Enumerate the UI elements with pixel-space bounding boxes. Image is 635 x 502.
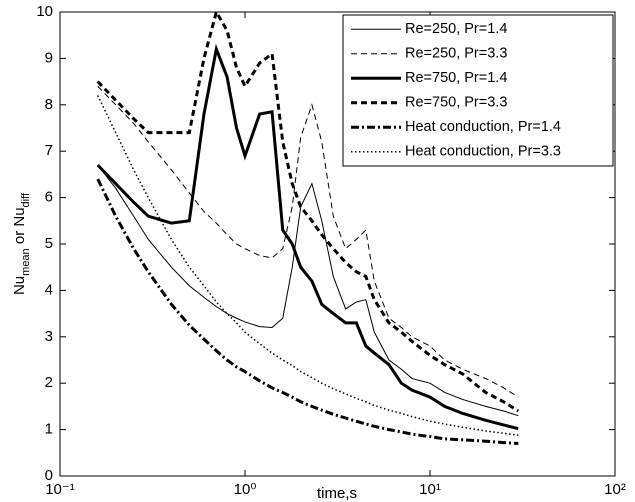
legend-label: Re=250, Pr=3.3 [405,46,507,62]
y-tick-label: 6 [45,189,53,206]
x-tick-label: 10¹ [419,481,441,498]
series-line [97,164,519,417]
y-label-subscript: mean [20,248,32,276]
legend-label: Re=750, Pr=3.3 [405,95,507,111]
y-tick-label: 5 [45,235,53,252]
legend-label: Re=250, Pr=1.4 [405,21,507,37]
y-axis-label: Numean or Nudiff [11,192,32,295]
series-line [96,8,520,413]
y-tick-label: 10 [36,3,53,20]
y-label-part: or Nu [11,207,28,248]
y-tick-label: 4 [45,281,53,298]
y-label-part: Nu [11,276,28,295]
y-tick-label: 1 [45,421,53,438]
y-label-subscript: diff [20,192,32,207]
legend-box [342,14,614,167]
y-tick-label: 7 [45,142,53,159]
x-axis-label: time,s [317,485,357,502]
series-line [97,95,519,436]
y-tick-label: 8 [45,96,53,113]
y-tick-label: 2 [45,374,53,391]
legend-label: Re=750, Pr=1.4 [405,70,507,86]
x-tick-label: 10² [604,481,626,498]
series-line [96,178,519,446]
y-tick-label: 3 [45,328,53,345]
legend-label: Heat conduction, Pr=3.3 [405,144,561,160]
legend-label: Heat conduction, Pr=1.4 [405,119,561,135]
y-tick-label: 9 [45,49,53,66]
x-tick-label: 10⁰ [234,481,257,498]
series-line [96,43,519,431]
y-tick-label: 0 [45,467,53,484]
x-tick-label: 10⁻¹ [45,481,75,498]
